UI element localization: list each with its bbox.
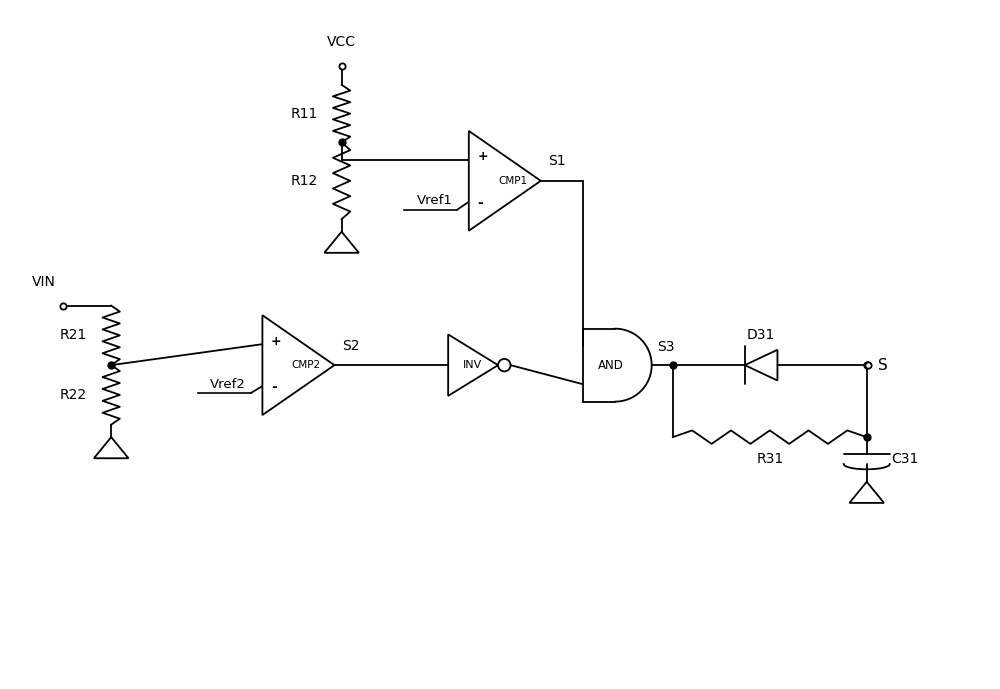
Polygon shape [262, 316, 334, 415]
Text: R12: R12 [290, 174, 318, 188]
Text: +: + [477, 150, 488, 163]
Text: VCC: VCC [327, 35, 356, 50]
Polygon shape [745, 350, 777, 380]
Text: AND: AND [597, 359, 623, 371]
Text: CMP2: CMP2 [292, 360, 321, 370]
Text: R31: R31 [756, 451, 783, 466]
Text: R11: R11 [290, 107, 318, 121]
Text: INV: INV [463, 360, 482, 370]
Text: CMP1: CMP1 [498, 176, 527, 186]
Text: -: - [271, 380, 277, 394]
Circle shape [498, 359, 511, 371]
Text: C31: C31 [892, 452, 919, 466]
Text: S1: S1 [548, 154, 566, 168]
Polygon shape [448, 334, 498, 396]
Text: S3: S3 [657, 340, 675, 353]
Text: Vref1: Vref1 [417, 194, 452, 207]
Text: S2: S2 [342, 339, 360, 353]
Text: +: + [271, 335, 282, 348]
Polygon shape [469, 131, 541, 231]
Text: VIN: VIN [32, 276, 56, 289]
Text: Vref2: Vref2 [210, 378, 246, 391]
Text: D31: D31 [747, 328, 775, 342]
Text: S: S [878, 358, 888, 373]
Text: R22: R22 [60, 388, 87, 402]
Text: -: - [477, 196, 483, 209]
Text: R21: R21 [60, 329, 87, 342]
